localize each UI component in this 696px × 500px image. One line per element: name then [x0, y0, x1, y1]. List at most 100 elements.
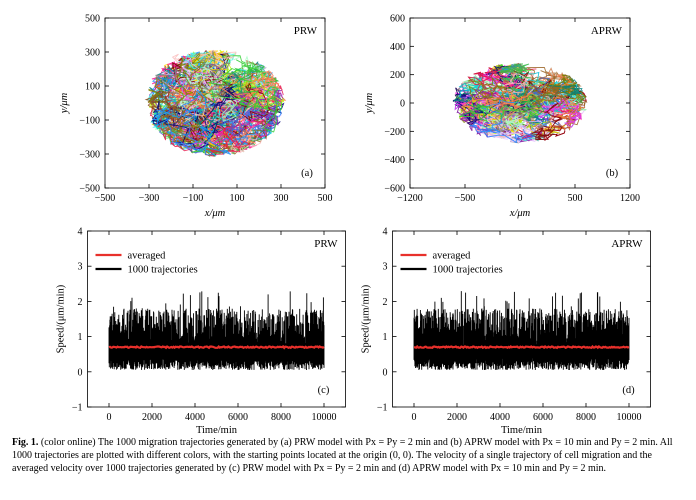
y-axis-label: y/μm [364, 92, 375, 114]
y-tick-label: 200 [390, 70, 405, 81]
x-tick-label: 300 [274, 193, 289, 204]
y-tick-label: −200 [384, 127, 405, 138]
trajectory-cloud-0 [144, 49, 287, 158]
y-tick-label: 600 [390, 14, 405, 25]
x-tick-label: 0 [107, 412, 112, 423]
x-tick-label: 6000 [228, 412, 248, 423]
trajectory-line [181, 51, 221, 121]
x-tick-label: 0 [412, 412, 417, 423]
trajectory-line [497, 63, 535, 104]
y-tick-label: 100 [85, 82, 100, 93]
x-tick-label: 8000 [271, 412, 291, 423]
model-label: PRW [294, 25, 318, 37]
y-tick-label: 2 [383, 297, 388, 308]
averaged-speed-line [108, 345, 325, 350]
y-tick-label: −300 [79, 150, 100, 161]
x-tick-label: 8000 [576, 412, 596, 423]
trajectory-line [148, 52, 216, 138]
trajectory-line [510, 84, 569, 110]
y-axis-label: Speed/(μm/min) [361, 284, 372, 353]
y-axis-label: Speed/(μm/min) [56, 284, 67, 353]
trajectory-line [469, 99, 536, 144]
y-tick-label: 500 [85, 14, 100, 25]
x-tick-label: 100 [230, 193, 245, 204]
x-tick-label: 500 [568, 193, 583, 204]
trajectory-line [152, 88, 232, 157]
x-tick-label: 10000 [617, 412, 642, 423]
x-tick-label: −1200 [397, 193, 423, 204]
figure-caption: Fig. 1. (color online) The 1000 migratio… [12, 436, 684, 475]
model-label: PRW [314, 238, 338, 250]
trajectory-line [484, 67, 578, 108]
trajectory-line [467, 76, 524, 107]
y-tick-label: 3 [78, 262, 83, 273]
plot-frame [87, 230, 346, 408]
y-tick-label: −100 [79, 116, 100, 127]
trajectory-speed-trace [108, 291, 325, 370]
trajectory-line [205, 70, 280, 110]
x-tick-label: −500 [455, 193, 476, 204]
x-tick-label: 6000 [533, 412, 553, 423]
y-tick-label: 0 [78, 367, 83, 378]
y-tick-label: 400 [390, 42, 405, 53]
trajectory-line [160, 89, 216, 142]
legend-label-trajectories: 1000 trajectories [128, 265, 198, 276]
trajectory-line [467, 67, 521, 106]
trajectory-speed-trace [413, 291, 630, 370]
x-tick-label: −300 [139, 193, 160, 204]
legend-label-trajectories: 1000 trajectories [433, 265, 503, 276]
x-axis-label: x/μm [509, 208, 531, 219]
panel-label: (b) [606, 168, 619, 179]
y-tick-label: 3 [383, 262, 388, 273]
x-tick-label: 2000 [142, 412, 162, 423]
y-tick-label: −1 [72, 403, 83, 414]
averaged-speed-line [414, 344, 630, 350]
model-label: APRW [611, 238, 643, 250]
y-tick-label: −400 [384, 155, 405, 166]
y-tick-label: 4 [78, 227, 83, 238]
y-tick-label: 0 [383, 367, 388, 378]
y-tick-label: −600 [384, 184, 405, 195]
y-axis-label: y/μm [59, 92, 70, 114]
trajectory-line [459, 93, 545, 123]
x-tick-label: −100 [183, 193, 204, 204]
trajectory-cloud-1 [452, 62, 588, 144]
trajectory-line [479, 95, 543, 135]
plot-frame [392, 230, 651, 408]
legend-label-averaged: averaged [128, 251, 167, 262]
plot-frame [104, 17, 326, 189]
x-axis-label: Time/min [196, 425, 238, 436]
x-tick-label: 4000 [490, 412, 510, 423]
trajectory-line [502, 84, 583, 125]
x-tick-label: 0 [518, 193, 523, 204]
trajectory-line [452, 89, 545, 121]
y-tick-label: 0 [400, 99, 405, 110]
model-label: APRW [591, 25, 623, 37]
y-tick-label: 2 [78, 297, 83, 308]
x-tick-label: 10000 [312, 412, 337, 423]
x-axis-label: Time/min [501, 425, 543, 436]
speed-trajectory-2 [108, 291, 325, 370]
caption-label: Fig. 1. [12, 437, 39, 448]
trajectory-line [185, 60, 238, 122]
panel-label: (a) [301, 168, 313, 179]
x-tick-label: 4000 [185, 412, 205, 423]
y-tick-label: 1 [383, 332, 388, 343]
x-tick-label: 2000 [447, 412, 467, 423]
panel-label: (c) [318, 385, 330, 396]
y-tick-label: −1 [377, 403, 388, 414]
legend-label-averaged: averaged [433, 251, 472, 262]
speed-trajectory-3 [413, 291, 630, 370]
x-tick-label: −500 [95, 193, 116, 204]
y-tick-label: −500 [79, 184, 100, 195]
y-tick-label: 1 [78, 332, 83, 343]
caption-text: (color online) The 1000 migration trajec… [12, 437, 673, 474]
x-tick-label: 500 [318, 193, 333, 204]
trajectory-line [192, 71, 242, 129]
trajectory-line [519, 102, 566, 141]
x-axis-label: x/μm [204, 208, 226, 219]
y-tick-label: 300 [85, 48, 100, 59]
trajectory-line [155, 50, 235, 104]
trajectory-line [214, 102, 262, 154]
x-tick-label: 1200 [620, 193, 640, 204]
